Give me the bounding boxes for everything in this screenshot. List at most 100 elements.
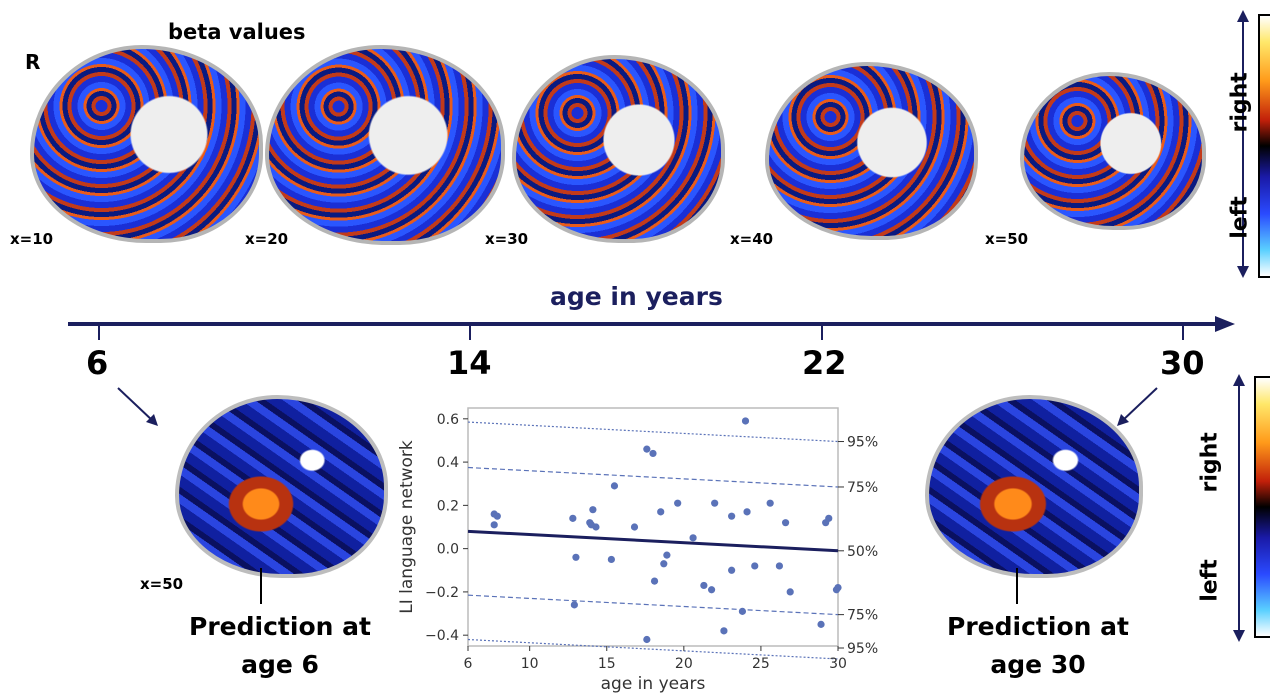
prediction-age30-label: Prediction at age 30 (938, 608, 1138, 684)
brain-slice-x10 (30, 45, 263, 243)
data-point-31 (751, 562, 759, 570)
data-point-1 (493, 512, 501, 520)
pointer-line-age30 (1016, 568, 1018, 604)
x-axis-title: age in years (601, 674, 706, 694)
data-point-40 (834, 583, 842, 592)
data-point-9 (587, 521, 595, 529)
prediction-age6-label: Prediction at age 6 (180, 608, 380, 684)
y-tick-label-2: 0.0 (437, 542, 459, 558)
percentile-line-0 (467, 421, 839, 443)
bottom-laterality-arrow (1233, 374, 1245, 642)
data-point-28 (738, 607, 747, 615)
top-right-label: right (1227, 72, 1253, 133)
data-point-19 (643, 635, 651, 644)
pointer-line-age6 (260, 568, 262, 604)
slice-label-x10: x=10 (10, 230, 54, 248)
data-point-12 (630, 523, 639, 531)
prediction-age30-line2: age 30 (990, 650, 1086, 679)
top-colorbar (1258, 14, 1270, 278)
data-point-3 (569, 514, 577, 522)
arrow-to-age30-brain (1117, 387, 1158, 426)
prediction-brain-age6 (175, 395, 388, 578)
data-point-18 (650, 577, 659, 585)
data-point-26 (728, 512, 736, 520)
slice-label-x50: x=50 (985, 230, 1029, 248)
data-point-34 (781, 519, 790, 527)
y-tick-label-3: 0.2 (437, 498, 459, 514)
data-point-17 (663, 551, 671, 559)
slice-label-x40: x=40 (730, 230, 774, 248)
data-point-30 (741, 417, 750, 425)
orientation-label: R (25, 50, 41, 74)
prediction-brain-age30 (925, 395, 1143, 578)
timeline-tick-14: 14 (447, 344, 492, 382)
y-tick-label-4: 0.4 (437, 455, 459, 471)
bottom-left-label: left (1197, 559, 1223, 602)
data-point-7 (589, 506, 597, 514)
data-point-36 (817, 620, 825, 628)
data-point-16 (660, 560, 668, 568)
percentile-label-0: 95% (847, 435, 878, 451)
data-point-23 (707, 586, 716, 594)
x-tick-label-3: 20 (675, 656, 693, 672)
brain-slice-x40 (765, 62, 978, 240)
data-point-24 (711, 499, 719, 507)
percentile-label-2: 50% (847, 544, 878, 560)
bottom-right-label: right (1197, 432, 1223, 493)
x-tick-label-2: 15 (598, 656, 616, 672)
percentile-label-4: 95% (847, 641, 878, 657)
top-laterality-arrow (1237, 10, 1249, 278)
prediction-age30-line1: Prediction at (947, 612, 1129, 641)
data-point-33 (775, 562, 784, 570)
data-point-13 (643, 445, 651, 453)
li-scatter-chart: 95% 75% 50% 75% 95% −0.4 −0.2 0.0 0.2 0.4 0.6 6 10 15… (397, 407, 878, 694)
percentile-line-4 (467, 638, 839, 660)
brain-slice-x20 (265, 45, 505, 245)
y-axis-title: LI language network (397, 440, 417, 614)
y-tick-label-1: −0.2 (425, 585, 459, 601)
data-point-32 (766, 499, 774, 507)
x-tick-label-1: 10 (521, 656, 539, 672)
x-tick-label-5: 30 (829, 656, 847, 672)
x-tick-label-0: 6 (464, 656, 473, 672)
brain-slice-x30 (512, 55, 725, 243)
data-point-25 (720, 627, 728, 635)
percentile-line-3 (467, 594, 839, 616)
top-left-label: left (1227, 196, 1253, 239)
data-point-21 (689, 534, 697, 542)
beta-values-title: beta values (168, 20, 306, 44)
timeline-tick-30: 30 (1160, 344, 1205, 382)
data-point-4 (572, 553, 580, 561)
plot-frame (467, 407, 839, 647)
data-point-35 (786, 588, 794, 596)
brain-slice-x50 (1020, 72, 1206, 230)
y-tick-label-5: 0.6 (437, 412, 459, 428)
prediction-age6-line1: Prediction at (189, 612, 371, 641)
timeline-tick-6: 6 (86, 344, 109, 382)
percentile-label-1: 75% (847, 480, 878, 496)
bottom-colorbar (1254, 376, 1270, 638)
data-point-38 (825, 514, 833, 522)
data-point-14 (649, 449, 657, 458)
y-tick-label-0: −0.4 (425, 628, 459, 644)
data-point-15 (657, 508, 665, 516)
data-point-27 (728, 566, 736, 574)
data-point-11 (610, 482, 619, 490)
timeline-tick-22: 22 (802, 344, 847, 382)
data-point-10 (607, 555, 615, 564)
data-point-29 (743, 508, 751, 516)
data-point-22 (700, 581, 708, 590)
fit-line (467, 529, 839, 553)
arrow-to-age6-brain (117, 387, 158, 426)
data-point-20 (674, 499, 682, 507)
slice-label-x20: x=20 (245, 230, 289, 248)
timeline-title: age in years (550, 282, 723, 311)
slice-label-x30: x=30 (485, 230, 529, 248)
bottom-slice-label: x=50 (140, 575, 184, 593)
x-tick-label-4: 25 (752, 656, 770, 672)
data-point-2 (490, 521, 498, 529)
timeline-axis (68, 316, 1235, 340)
prediction-age6-line2: age 6 (241, 650, 319, 679)
percentile-label-3: 75% (847, 608, 878, 624)
data-point-5 (570, 601, 578, 609)
